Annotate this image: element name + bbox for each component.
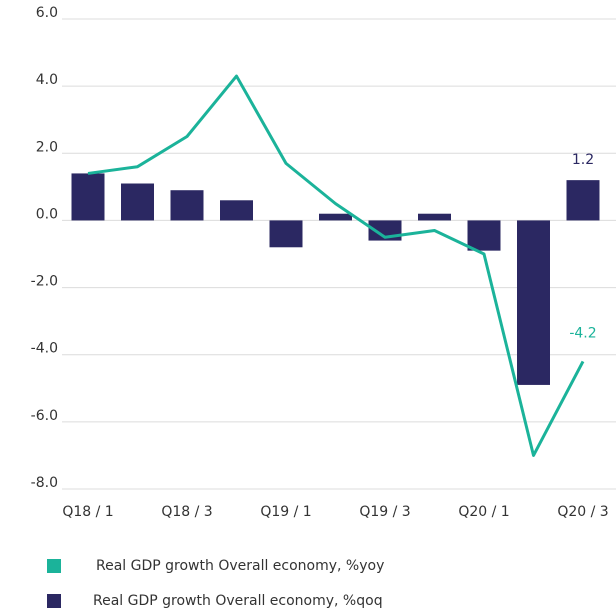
legend-label: Real GDP growth Overall economy, %qoq — [93, 593, 383, 609]
y-tick-label: -6.0 — [31, 408, 58, 424]
y-tick-label: 6.0 — [36, 5, 58, 21]
data-label: -4.2 — [569, 325, 596, 341]
bar — [319, 213, 352, 221]
bar — [220, 200, 253, 221]
x-tick-label: Q18 / 3 — [161, 504, 212, 520]
bar — [170, 190, 204, 221]
legend-swatch — [47, 559, 61, 573]
x-tick-label: Q20 / 3 — [557, 504, 608, 520]
bar — [467, 220, 501, 251]
bar — [269, 220, 303, 248]
y-tick-label: -2.0 — [31, 274, 58, 290]
x-tick-label: Q19 / 1 — [260, 504, 311, 520]
x-tick-label: Q20 / 1 — [458, 504, 509, 520]
bar — [418, 213, 451, 221]
y-tick-label: 2.0 — [36, 139, 58, 155]
y-tick-label: -4.0 — [31, 341, 58, 357]
x-tick-label: Q19 / 3 — [359, 504, 410, 520]
data-label: 1.2 — [572, 152, 594, 168]
y-tick-label: -8.0 — [31, 475, 58, 491]
bar — [566, 180, 600, 221]
legend-label: Real GDP growth Overall economy, %yoy — [96, 558, 384, 574]
y-tick-label: 4.0 — [36, 72, 58, 88]
x-tick-label: Q18 / 1 — [62, 504, 113, 520]
y-tick-label: 0.0 — [36, 206, 58, 222]
bar — [71, 173, 105, 221]
bar — [121, 183, 154, 221]
bar — [517, 220, 550, 385]
line — [87, 74, 585, 457]
legend-swatch — [47, 594, 61, 608]
